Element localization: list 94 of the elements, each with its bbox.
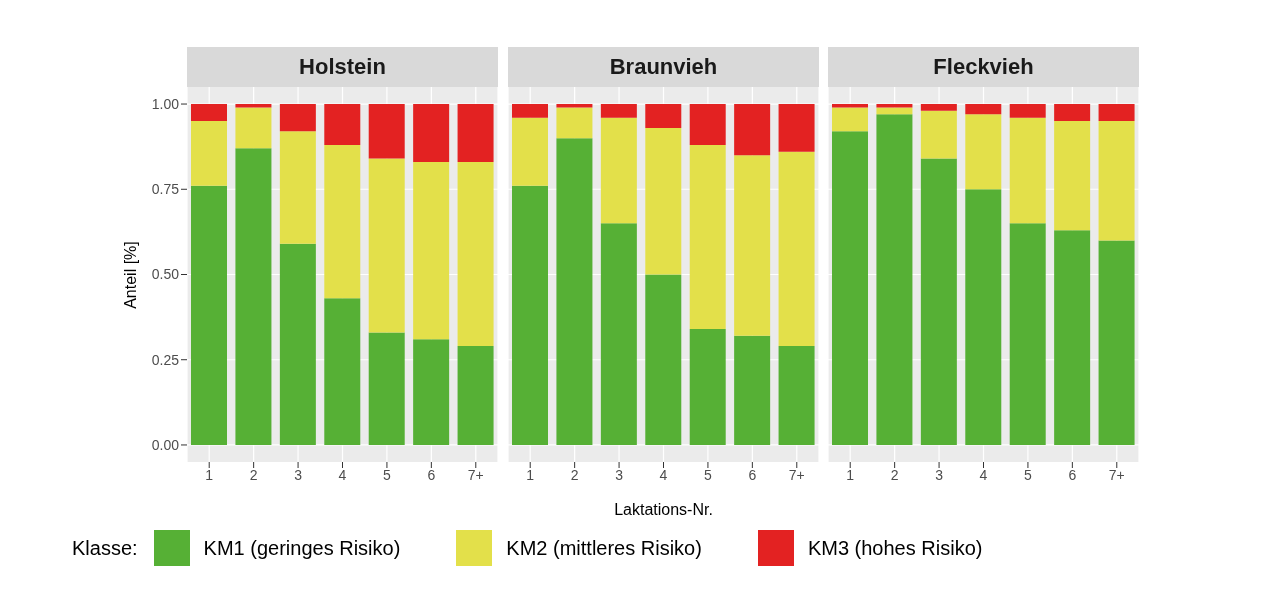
x-tick-label: 5 [704,466,713,483]
x-tick-label: 6 [427,466,436,483]
x-tick-label: 5 [1024,466,1033,483]
bar [413,162,450,340]
x-tick-label: 7+ [467,466,484,483]
x-tick-label: 4 [979,466,988,483]
bar [965,189,1002,445]
bar [512,104,548,118]
x-tick-label: 2 [570,466,579,483]
y-tick-label: 1.00 [151,96,180,113]
bar [235,107,272,149]
bar [600,117,637,224]
y-axis-title: Anteil [%] [121,239,140,311]
bar [1009,223,1046,445]
x-tick-label: 7+ [1108,466,1125,483]
legend-label: KM3 (hohes Risiko) [807,536,983,560]
bar [368,158,405,333]
y-tick-label: 0.50 [151,266,180,283]
bar [778,346,815,445]
legend-title: Klasse: [72,536,138,560]
bar [920,158,957,445]
bar [512,185,548,445]
bar [832,131,868,445]
bar [689,329,726,445]
bar [368,332,405,445]
bar [512,117,548,186]
bar [368,104,405,159]
legend-label: KM2 (mittleres Risiko) [506,536,702,560]
bar [556,138,593,445]
bar [645,104,682,128]
bar [600,104,637,118]
x-tick-label: 1 [526,466,535,483]
x-tick-label: 3 [615,466,624,483]
bar [324,298,361,445]
bar [279,243,316,445]
bar [965,104,1002,115]
bar [778,151,815,347]
bar [1054,121,1091,231]
x-tick-label: 2 [249,466,258,483]
bar [324,104,361,145]
chart-title: Braunvieh [508,47,819,87]
chart-title: Holstein [187,47,498,87]
bar [556,107,593,139]
bar [191,121,227,186]
bar [1054,230,1091,445]
bar [965,114,1002,190]
bar [734,335,771,445]
bar [279,104,316,132]
bar [457,104,494,162]
bar [1098,240,1135,445]
chart-title: Fleckvieh [828,47,1139,87]
x-tick-label: 1 [205,466,214,483]
bar [645,274,682,445]
bar [920,104,957,111]
x-tick-label: 3 [294,466,303,483]
bar [413,104,450,162]
x-tick-label: 7+ [788,466,805,483]
x-tick-label: 2 [890,466,899,483]
bar [600,223,637,445]
bar [876,114,913,445]
x-tick-label: 6 [1068,466,1077,483]
bar [413,339,450,445]
bar [279,131,316,244]
x-tick-label: 5 [383,466,392,483]
bar [1098,104,1135,122]
y-tick-label: 0.25 [151,351,180,368]
x-axis-title: Laktations-Nr. [614,501,713,518]
legend-label: KM1 (geringes Risiko) [203,536,401,560]
bar [832,107,868,132]
bar [876,107,913,115]
x-tick-label: 4 [338,466,347,483]
x-tick-label: 4 [659,466,668,483]
bar [235,148,272,445]
bar [191,185,227,445]
bar [689,144,726,330]
bar [645,127,682,275]
y-tick-label: 0.75 [151,181,180,198]
bar [920,110,957,159]
y-tick-label: 0.00 [151,436,180,453]
bar [734,155,771,336]
bar [734,104,771,156]
bar [1009,117,1046,224]
x-tick-label: 1 [846,466,855,483]
bar [1098,121,1135,241]
bar [191,104,227,122]
bar [457,346,494,445]
x-tick-label: 6 [748,466,757,483]
x-tick-label: 3 [935,466,944,483]
bar [324,144,361,299]
bar [689,104,726,145]
bar [457,162,494,347]
bar [1009,104,1046,118]
bar [778,104,815,152]
bar [1054,104,1091,122]
